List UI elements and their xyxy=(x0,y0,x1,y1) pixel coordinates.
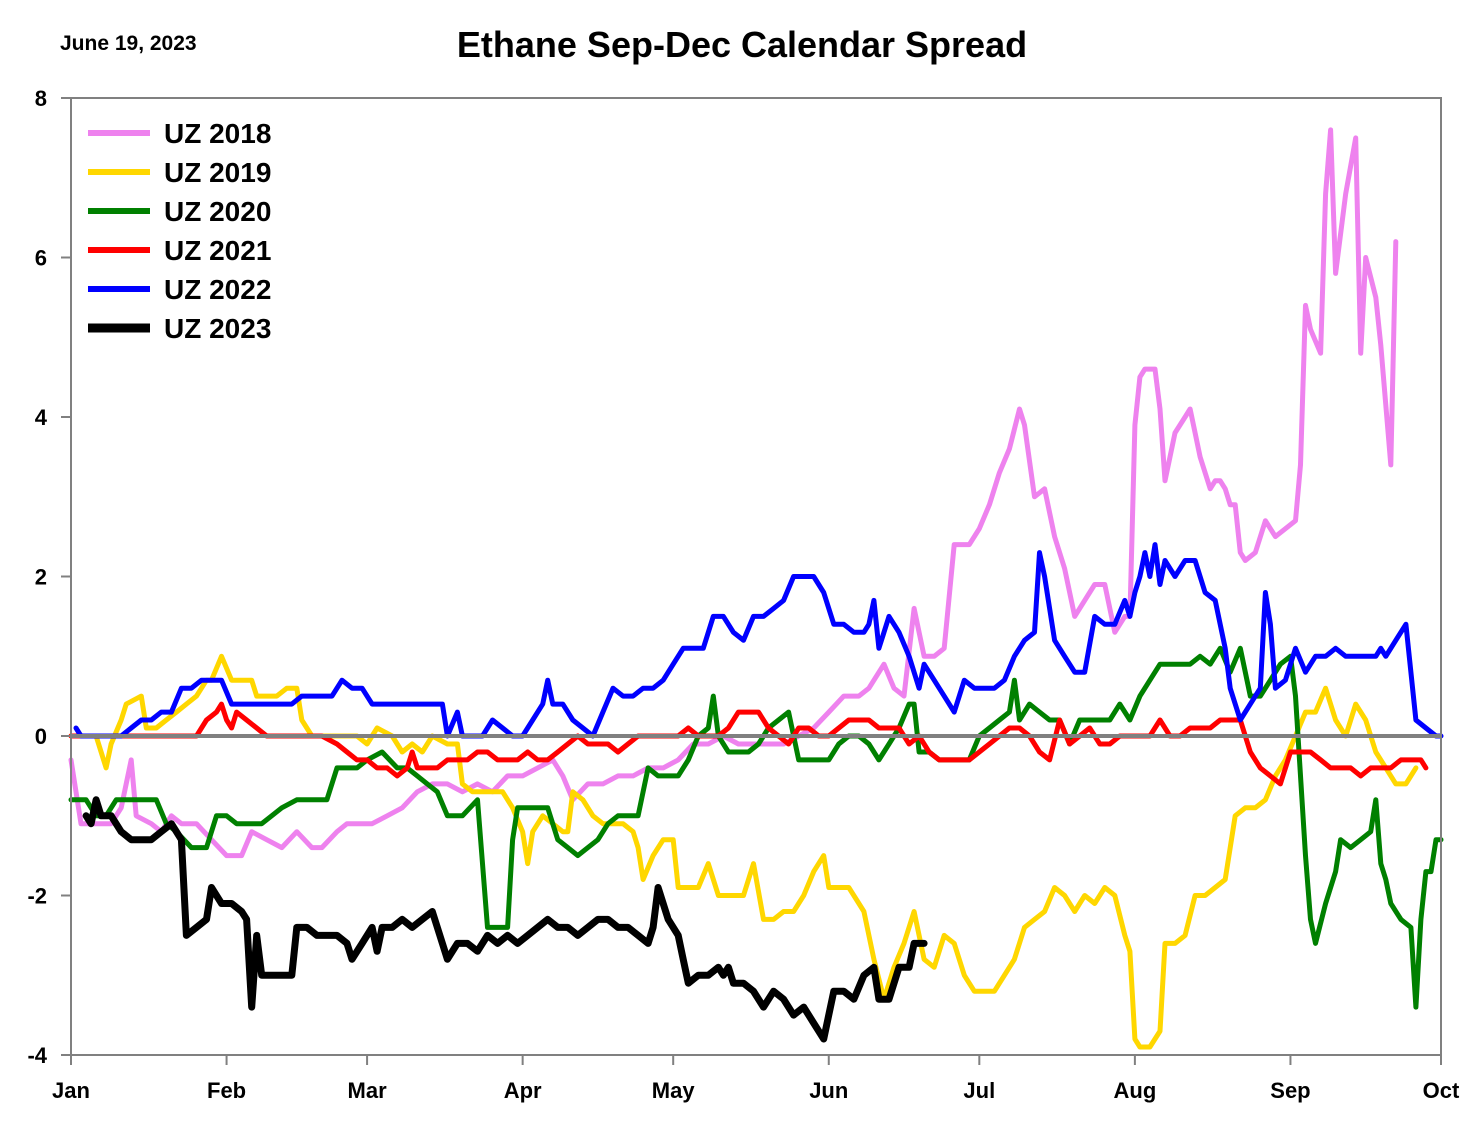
x-tick-label: Sep xyxy=(1270,1078,1310,1103)
x-tick-label: Jul xyxy=(963,1078,995,1103)
series-layer xyxy=(68,127,1444,1050)
legend-label: UZ 2019 xyxy=(164,157,271,188)
y-tick-label: -4 xyxy=(27,1043,47,1068)
series-line-uz-2021 xyxy=(68,701,1429,787)
plot-frame xyxy=(70,97,1442,1056)
legend-label: UZ 2020 xyxy=(164,196,271,227)
legend-label: UZ 2022 xyxy=(164,274,271,305)
y-tick-label: -2 xyxy=(27,884,47,909)
y-tick-label: 8 xyxy=(35,86,47,111)
x-axis-ticks: Jan Feb Mar Apr May Jun Jul Aug Sep Oct xyxy=(52,1055,1460,1103)
x-tick-label: Oct xyxy=(1423,1078,1460,1103)
x-tick-label: Feb xyxy=(207,1078,246,1103)
legend: UZ 2018 UZ 2019 UZ 2020 UZ 2021 UZ 2022 UZ 20… xyxy=(88,118,271,344)
frame-layer xyxy=(70,97,1442,1056)
x-tick-label: Mar xyxy=(348,1078,388,1103)
legend-label: UZ 2018 xyxy=(164,118,271,149)
legend-label: UZ 2021 xyxy=(164,235,271,266)
x-tick-label: Jun xyxy=(809,1078,848,1103)
y-tick-label: 4 xyxy=(35,405,48,430)
x-tick-label: Apr xyxy=(504,1078,542,1103)
y-axis-ticks: -4 -2 0 2 4 6 8 xyxy=(27,86,71,1068)
y-tick-label: 2 xyxy=(35,565,47,590)
y-tick-label: 6 xyxy=(35,246,47,271)
legend-label: UZ 2023 xyxy=(164,313,271,344)
chart-title: Ethane Sep-Dec Calendar Spread xyxy=(456,24,1028,65)
date-label: June 19, 2023 xyxy=(60,32,197,55)
series-line-uz-2019 xyxy=(68,653,1419,1050)
series-line-uz-2023 xyxy=(82,796,928,1043)
x-tick-label: Aug xyxy=(1114,1078,1157,1103)
series-line-uz-2022 xyxy=(73,542,1444,739)
y-tick-label: 0 xyxy=(35,724,47,749)
x-tick-label: May xyxy=(652,1078,696,1103)
x-tick-label: Jan xyxy=(52,1078,90,1103)
series-line-uz-2018 xyxy=(68,127,1399,859)
